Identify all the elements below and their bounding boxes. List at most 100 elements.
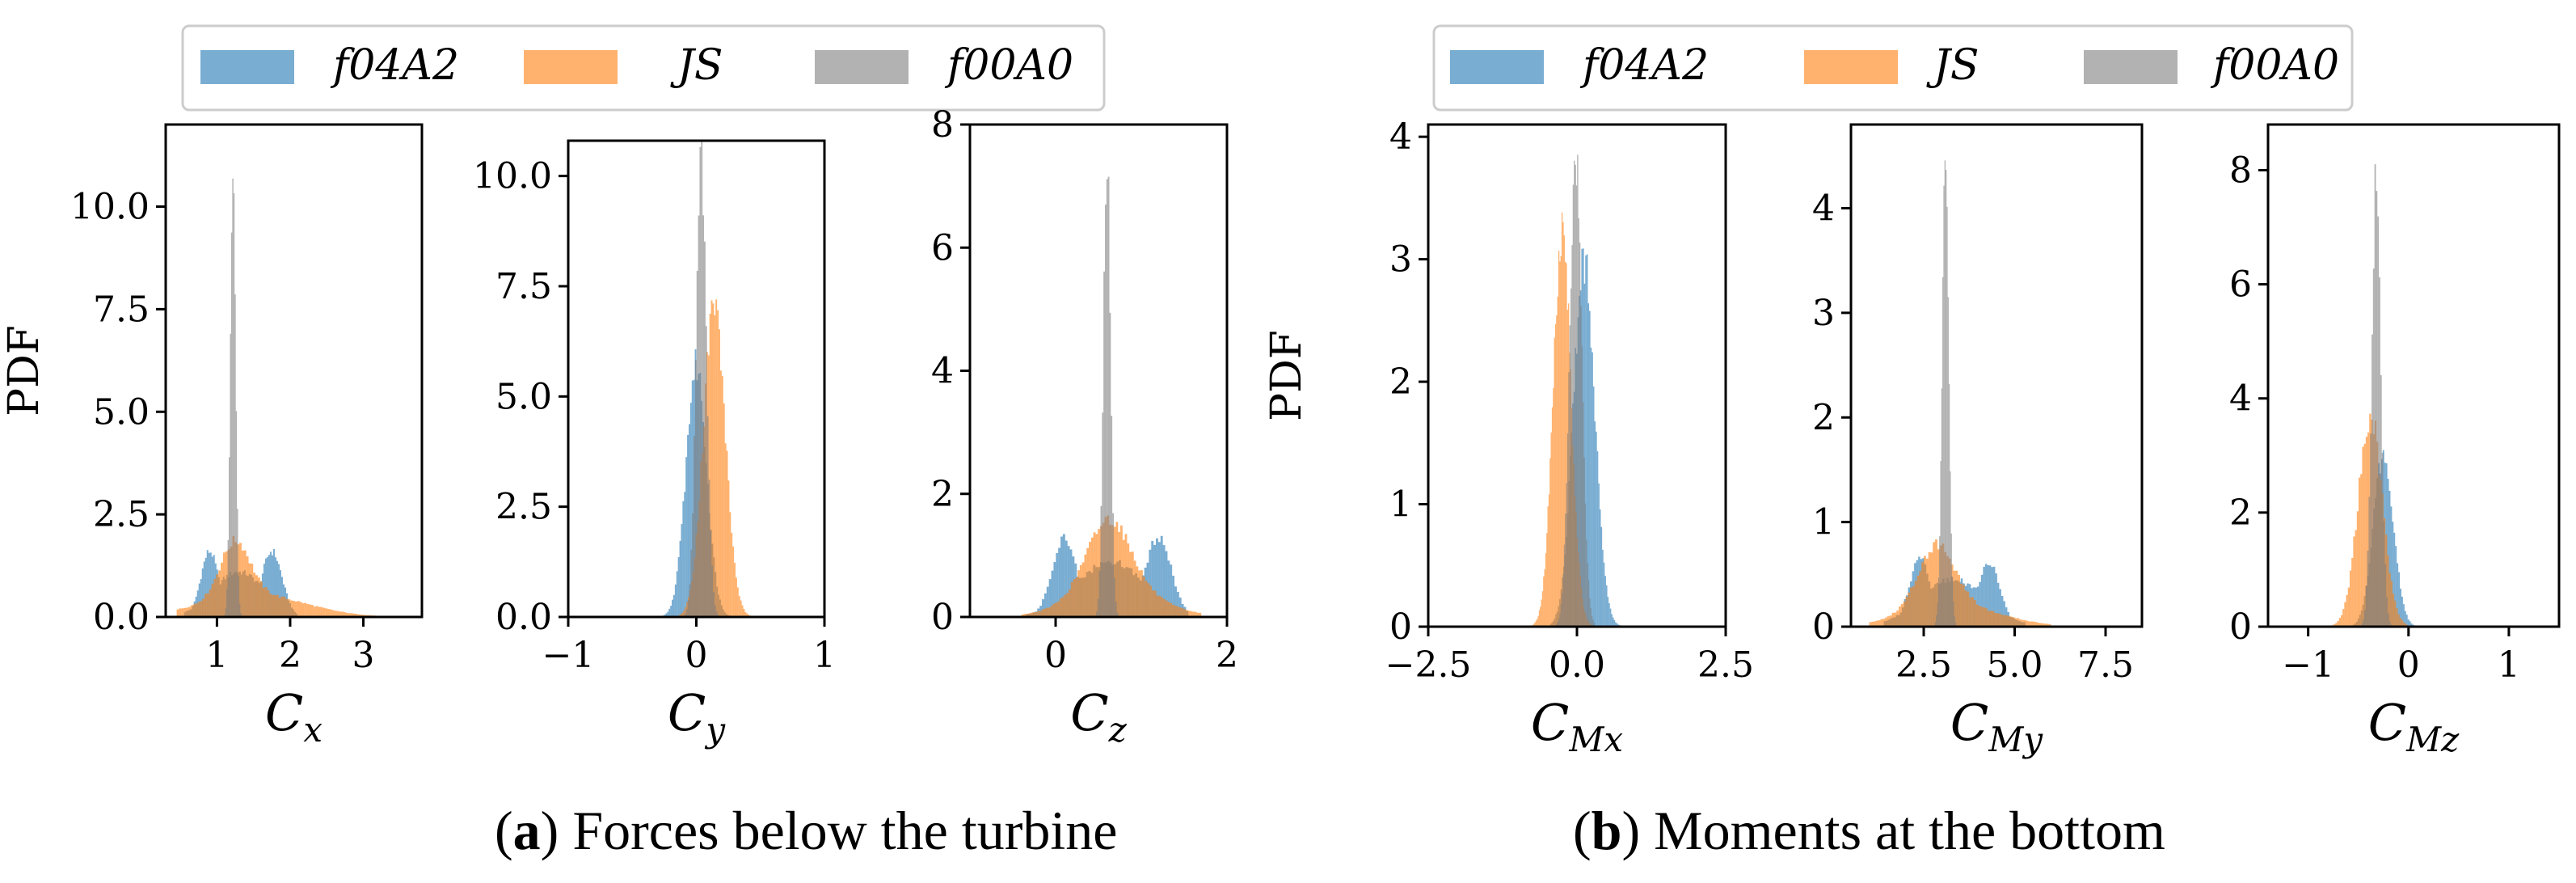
bar-f00A0	[1097, 598, 1099, 617]
bar-JS	[288, 599, 291, 617]
bar-f00A0	[2384, 564, 2387, 627]
bar-JS	[345, 613, 348, 617]
bar-JS	[1545, 553, 1547, 627]
y-tick-label: 0	[1389, 606, 1412, 648]
bar-f04A2	[1149, 549, 1152, 617]
bar-f00A0	[1556, 623, 1558, 627]
bar-f00A0	[1593, 623, 1596, 627]
bar-JS	[239, 543, 242, 617]
bar-f00A0	[2377, 216, 2380, 627]
bar-JS	[1930, 552, 1933, 627]
bar-f00A0	[685, 609, 688, 617]
bar-JS	[325, 608, 328, 617]
bar-f00A0	[1107, 176, 1110, 617]
bar-JS	[1960, 583, 1963, 627]
y-tick-label: 2	[2229, 492, 2252, 534]
bar-f04A2	[1980, 574, 1984, 627]
bar-JS	[1066, 593, 1069, 617]
bar-JS	[2003, 615, 2006, 627]
bar-JS	[1122, 539, 1125, 617]
axes-frame	[164, 123, 424, 619]
bar-f04A2	[1605, 585, 1608, 627]
bar-f04A2	[1583, 283, 1586, 627]
bar-f00A0	[1115, 602, 1117, 617]
bar-f04A2	[1608, 603, 1610, 627]
bar-f04A2	[674, 584, 677, 617]
bar-f04A2	[2395, 546, 2397, 627]
bar-JS	[2347, 587, 2350, 627]
bar-f00A0	[229, 457, 230, 617]
bar-JS	[2401, 619, 2404, 627]
bar-JS	[2367, 432, 2370, 627]
bar-JS	[726, 450, 728, 617]
bar-JS	[246, 556, 249, 617]
y-tick-label: 10.0	[70, 187, 150, 228]
panel-cy: −1 0 10.02.55.07.510.0Cy	[473, 139, 836, 750]
panel-cz: 0 2 0 2 4 6 8 Cz	[931, 104, 1238, 750]
bar-f00A0	[704, 241, 706, 617]
bar-f00A0	[1580, 306, 1582, 627]
bar-f04A2	[1602, 549, 1604, 627]
bar-f00A0	[1563, 544, 1566, 627]
bar-JS	[1553, 388, 1554, 627]
legend-a-swatch-f04A2	[200, 50, 294, 84]
caption-b-text: Moments at the bottom	[1640, 800, 2165, 861]
legend-a-swatch-f00A0	[815, 50, 909, 84]
bar-f04A2	[2392, 522, 2394, 627]
bar-JS	[1113, 526, 1116, 617]
legend-b-label-JS: JS	[1926, 41, 1979, 90]
bar-f04A2	[2387, 479, 2389, 627]
bar-JS	[1064, 594, 1067, 617]
bar-JS	[1167, 602, 1170, 617]
bar-JS	[714, 315, 716, 617]
bar-JS	[2399, 618, 2401, 627]
bar-JS	[2396, 608, 2398, 627]
bar-f00A0	[708, 480, 710, 617]
bar-f00A0	[710, 530, 712, 617]
bar-JS	[732, 546, 735, 617]
bar-JS	[1093, 532, 1096, 617]
bar-f00A0	[2370, 433, 2372, 627]
bar-JS	[225, 551, 228, 617]
bar-f00A0	[715, 611, 718, 617]
bar-f00A0	[2372, 334, 2373, 627]
bar-JS	[1958, 574, 1960, 627]
bar-JS	[2360, 474, 2363, 627]
bar-JS	[348, 613, 351, 617]
bar-f04A2	[1067, 546, 1070, 617]
y-tick-label: 6	[931, 227, 954, 268]
bar-JS	[1933, 542, 1936, 627]
bar-f04A2	[667, 611, 669, 617]
bar-f04A2	[679, 540, 681, 617]
bar-f00A0	[2361, 623, 2363, 627]
bar-f04A2	[1988, 565, 1992, 627]
bar-JS	[315, 606, 318, 617]
bar-JS	[1089, 542, 1091, 617]
bar-f04A2	[2390, 506, 2393, 627]
bar-JS	[278, 598, 281, 617]
bar-JS	[1181, 607, 1183, 617]
bar-f00A0	[1111, 416, 1113, 617]
y-tick-label: 0.0	[495, 597, 552, 638]
bar-f00A0	[702, 215, 705, 617]
legend-b-swatch-f00A0	[2084, 50, 2178, 84]
bar-JS	[683, 610, 685, 617]
bar-f04A2	[208, 552, 210, 617]
bar-JS	[320, 606, 323, 617]
bar-JS	[681, 612, 684, 617]
bar-JS	[1161, 597, 1163, 617]
bar-f00A0	[2387, 613, 2389, 627]
bar-f00A0	[1565, 513, 1566, 627]
legend-b: f04A2 JS f00A0	[1432, 24, 2354, 112]
bar-f04A2	[668, 608, 671, 617]
bar-f04A2	[1590, 347, 1592, 627]
bar-f04A2	[1048, 579, 1052, 617]
bar-JS	[1540, 606, 1541, 627]
bar-f00A0	[1096, 611, 1098, 617]
bar-f04A2	[203, 561, 205, 617]
bar-JS	[1142, 577, 1145, 617]
bar-JS	[1077, 570, 1080, 617]
bar-f00A0	[1566, 433, 1569, 627]
bar-f04A2	[681, 524, 683, 617]
